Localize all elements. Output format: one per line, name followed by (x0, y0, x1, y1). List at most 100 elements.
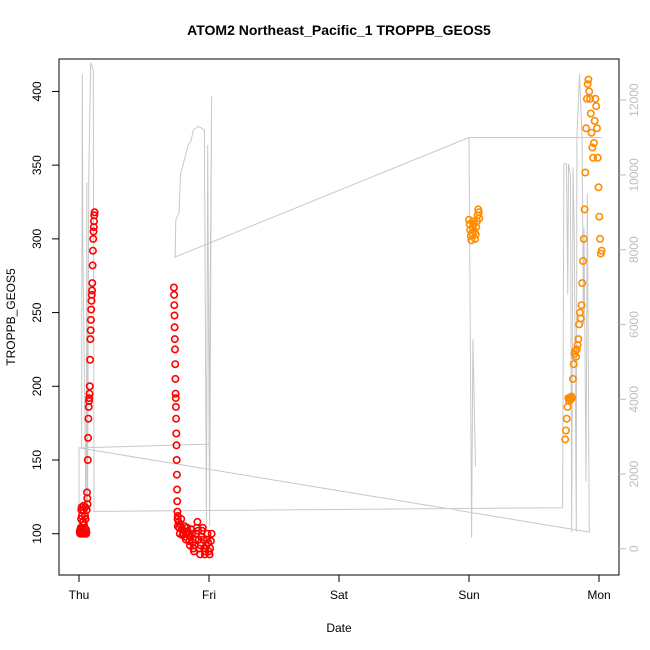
y2-tick-label: 12000 (627, 83, 641, 117)
plot-frame (58, 58, 620, 576)
data-point (193, 517, 202, 526)
data-point (577, 301, 586, 310)
data-point (589, 139, 598, 148)
data-point (170, 301, 179, 310)
data-point (172, 429, 181, 438)
altitude-trace (78, 62, 602, 538)
data-point (569, 360, 578, 369)
data-point (86, 326, 95, 335)
data-point (198, 523, 207, 532)
data-point (171, 374, 180, 383)
data-point (585, 94, 594, 103)
data-point (173, 485, 182, 494)
y2-tick-label: 6000 (627, 311, 641, 338)
y2-tick-label: 4000 (627, 386, 641, 413)
y2-tick-label: 8000 (627, 236, 641, 263)
data-point (84, 414, 93, 423)
data-point (562, 414, 571, 423)
x-tick-label: Mon (587, 588, 610, 602)
data-point (171, 402, 180, 411)
data-point (206, 537, 215, 546)
data-point (594, 183, 603, 192)
altitude-line (78, 62, 602, 538)
data-point (87, 290, 96, 299)
data-point (580, 205, 589, 214)
data-point (588, 143, 597, 152)
y2-tick-label: 2000 (627, 460, 641, 487)
data-point (471, 234, 480, 243)
data-point (86, 315, 95, 324)
data-point (88, 279, 97, 288)
data-point (83, 500, 92, 509)
data-point (576, 314, 585, 323)
data-point (590, 116, 599, 125)
y-tick-label: 200 (30, 376, 44, 396)
secondary-y-axis: 0 2000 4000 6000 8000 10000 12000 (619, 83, 641, 552)
x-tick-label: Sun (458, 588, 479, 602)
data-point (88, 246, 97, 255)
data-point (471, 230, 480, 239)
data-point (587, 128, 596, 137)
data-point (172, 414, 181, 423)
data-point (173, 497, 182, 506)
data-point (597, 246, 606, 255)
data-point (578, 256, 587, 265)
x-tick-label: Fri (202, 588, 216, 602)
data-point (464, 215, 473, 224)
data-point (475, 214, 484, 223)
data-point (171, 389, 180, 398)
data-point (578, 279, 587, 288)
data-point (88, 286, 97, 295)
y-axis-label: TROPPB_GEOS5 (4, 268, 18, 366)
x-axis-label: Date (326, 621, 352, 635)
data-point (206, 544, 215, 553)
data-point (85, 396, 94, 405)
data-point (583, 80, 592, 89)
y-tick-label: 300 (30, 229, 44, 249)
data-point (85, 382, 94, 391)
data-point (81, 514, 90, 523)
data-point (568, 394, 577, 403)
y-axis: 100 150 200 250 300 350 400 (30, 81, 59, 544)
data-point (170, 311, 179, 320)
data-point (170, 323, 179, 332)
chart-title: ATOM2 Northeast_Pacific_1 TROPPB_GEOS5 (187, 22, 491, 38)
data-point (568, 374, 577, 383)
y-tick-label: 350 (30, 155, 44, 175)
data-point (177, 514, 186, 523)
x-tick-label: Sat (330, 588, 349, 602)
data-point (170, 335, 179, 344)
data-point (589, 153, 598, 162)
data-point (89, 234, 98, 243)
data-point (86, 355, 95, 364)
data-point (584, 75, 593, 84)
data-point (188, 529, 197, 538)
y-tick-label: 100 (30, 523, 44, 543)
y-tick-label: 400 (30, 81, 44, 101)
data-point (572, 345, 581, 354)
data-point (84, 433, 93, 442)
data-point (82, 528, 91, 537)
data-point (173, 507, 182, 516)
data-point (169, 283, 178, 292)
data-point (561, 426, 570, 435)
data-point (85, 389, 94, 398)
data-point (83, 455, 92, 464)
data-point (85, 394, 94, 403)
data-point (581, 168, 590, 177)
data-point (467, 236, 476, 245)
data-point (591, 94, 600, 103)
data-point (561, 435, 570, 444)
data-point (596, 234, 605, 243)
data-point (171, 360, 180, 369)
data-point (170, 290, 179, 299)
data-point (90, 211, 99, 220)
y2-tick-label: 0 (627, 545, 641, 552)
data-point (171, 345, 180, 354)
data-point (171, 394, 180, 403)
data-point (571, 352, 580, 361)
data-point (574, 335, 583, 344)
data-point (172, 441, 181, 450)
data-point (207, 529, 216, 538)
